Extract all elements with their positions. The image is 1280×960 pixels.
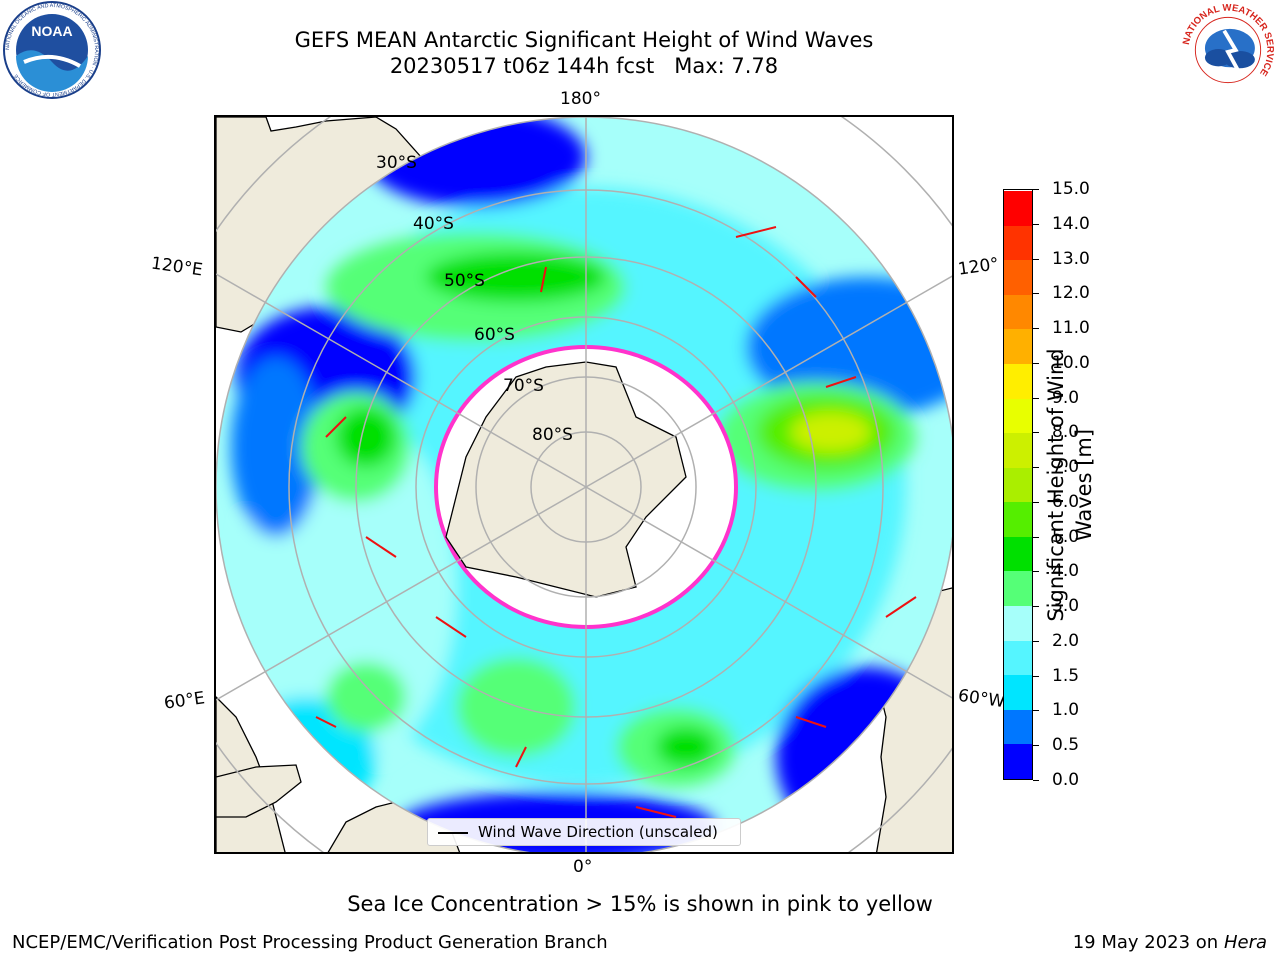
- colorbar-segment: [1004, 709, 1032, 745]
- map-legend: Wind Wave Direction (unscaled): [427, 818, 741, 846]
- title-line-1: GEFS MEAN Antarctic Significant Height o…: [294, 28, 874, 52]
- colorbar-segment: [1004, 190, 1032, 226]
- colorbar-tick-label: 7.0: [1052, 457, 1080, 478]
- colorbar-tick: [1033, 640, 1039, 642]
- colorbar-tick-label: 15.0: [1052, 179, 1090, 199]
- colorbar-segment: [1004, 605, 1032, 641]
- legend-label: Wind Wave Direction (unscaled): [478, 823, 718, 841]
- lat-label-80s: 80°S: [532, 425, 573, 445]
- colorbar-tick: [1033, 501, 1039, 503]
- colorbar-tick-label: 10.0: [1052, 352, 1090, 373]
- colorbar-segment: [1004, 743, 1032, 779]
- colorbar-tick-label: 6.0: [1052, 491, 1080, 512]
- noaa-logo-text: NOAA: [31, 23, 72, 39]
- colorbar-tick-label: 9.0: [1052, 387, 1080, 408]
- sea-ice-footnote: Sea Ice Concentration > 15% is shown in …: [347, 892, 933, 916]
- noaa-logo-icon: NOAA NATIONAL OCEANIC AND ATMOSPHERIC AD…: [3, 1, 101, 99]
- colorbar-tick: [1033, 293, 1039, 295]
- colorbar-tick: [1033, 571, 1039, 573]
- colorbar-tick: [1033, 780, 1039, 781]
- colorbar-tick: [1033, 397, 1039, 399]
- colorbar-tick-label: 2.0: [1052, 630, 1080, 651]
- colorbar-segment: [1004, 294, 1032, 330]
- colorbar-tick: [1033, 536, 1039, 538]
- graticule: [216, 117, 952, 852]
- colorbar-tick-label: 0.5: [1052, 735, 1080, 756]
- colorbar-tick: [1033, 432, 1039, 434]
- colorbar-segment: [1004, 225, 1032, 261]
- colorbar-tick: [1033, 467, 1039, 469]
- colorbar-tick: [1033, 745, 1039, 747]
- colorbar-segment: [1004, 398, 1032, 434]
- colorbar: [1003, 189, 1033, 780]
- footer-date: 19 May 2023 on Hera: [1073, 932, 1267, 954]
- lon-label-180: 180°: [560, 89, 601, 109]
- colorbar-segment: [1004, 501, 1032, 537]
- footer-date-text: 19 May 2023 on: [1072, 932, 1219, 953]
- colorbar-segment: [1004, 467, 1032, 503]
- colorbar-tick: [1033, 710, 1039, 712]
- colorbar-tick: [1033, 189, 1039, 190]
- lon-label-120w: 120°: [956, 254, 1001, 280]
- colorbar-tick: [1033, 606, 1039, 608]
- colorbar-tick-label: 14.0: [1052, 213, 1090, 234]
- colorbar-tick-label: 5.0: [1052, 526, 1080, 547]
- footer-host: Hera: [1223, 932, 1267, 953]
- colorbar-tick: [1033, 362, 1039, 364]
- colorbar-segment: [1004, 536, 1032, 572]
- nws-logo-icon: NATIONAL WEATHER SERVICE: [1181, 3, 1275, 96]
- colorbar-tick: [1033, 328, 1039, 330]
- lon-label-60w: 60°W: [956, 685, 1007, 713]
- lat-label-70s: 70°S: [503, 376, 544, 396]
- lat-label-60s: 60°S: [474, 325, 515, 345]
- colorbar-tick: [1033, 223, 1039, 225]
- colorbar-tick: [1033, 258, 1039, 260]
- legend-line-icon: [438, 832, 468, 834]
- colorbar-tick-label: 3.0: [1052, 596, 1080, 617]
- lon-label-60e: 60°E: [162, 688, 207, 714]
- wind-wave-arrows: [315, 226, 917, 818]
- polar-map-svg: [216, 117, 952, 852]
- colorbar-segment: [1004, 674, 1032, 710]
- colorbar-segment: [1004, 570, 1032, 607]
- lat-label-30s: 30°S: [376, 153, 417, 173]
- colorbar-tick-label: 1.0: [1052, 700, 1080, 721]
- colorbar-tick-label: 8.0: [1052, 422, 1080, 443]
- colorbar-tick-label: 13.0: [1052, 248, 1090, 269]
- colorbar-tick-label: 0.0: [1052, 770, 1080, 790]
- colorbar-tick-label: 4.0: [1052, 561, 1080, 582]
- lon-label-120e: 120°E: [149, 253, 204, 281]
- colorbar-tick-label: 12.0: [1052, 283, 1090, 304]
- colorbar-tick-label: 11.0: [1052, 318, 1090, 339]
- colorbar-segment: [1004, 328, 1032, 364]
- colorbar-segment: [1004, 432, 1032, 468]
- lat-label-40s: 40°S: [413, 214, 454, 234]
- lat-label-50s: 50°S: [444, 271, 485, 291]
- polar-map: [214, 115, 954, 854]
- colorbar-title: Significant Height of Wind Waves [m]: [1044, 348, 1096, 622]
- title-line-2: 20230517 t06z 144h fcst Max: 7.78: [389, 54, 779, 78]
- footer-org: NCEP/EMC/Verification Post Processing Pr…: [12, 932, 608, 953]
- colorbar-tick-label: 1.5: [1052, 665, 1080, 686]
- colorbar-segment: [1004, 363, 1032, 399]
- lon-label-0: 0°: [573, 857, 593, 877]
- colorbar-segment: [1004, 259, 1032, 295]
- colorbar-tick: [1033, 675, 1039, 677]
- colorbar-segment: [1004, 640, 1032, 676]
